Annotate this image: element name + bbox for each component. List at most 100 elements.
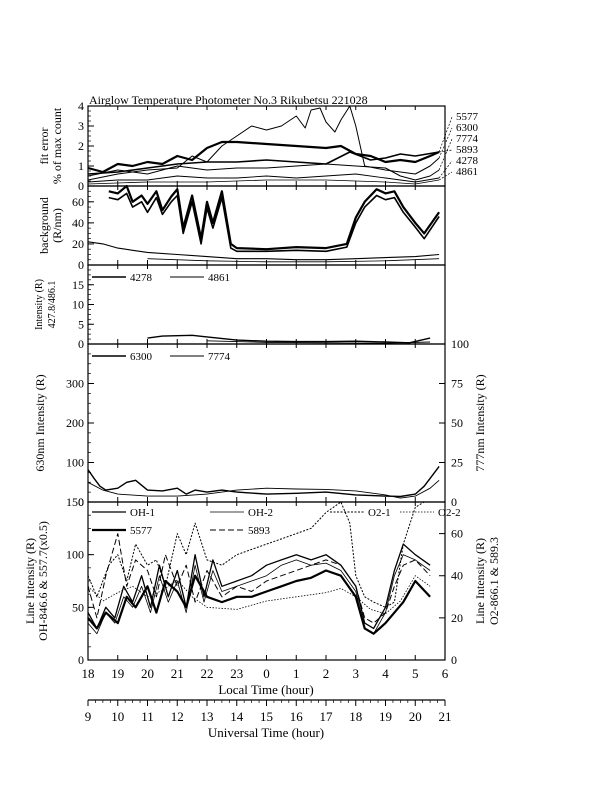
y-axis-label: fit error (37, 128, 51, 165)
local-tick-label: 21 (171, 666, 184, 681)
panel-background: 0 20 40 60 background (R/nm) (37, 184, 446, 272)
legend-label: O2-2 (438, 507, 461, 519)
series-4278 (87, 173, 440, 183)
series-end-label: 5893 (456, 144, 479, 156)
y-tick-label: 50 (72, 600, 84, 614)
panel-frame (87, 343, 446, 503)
panel-fit-error: 0 1 2 3 4 fit error% of max count 557763007774… (37, 99, 479, 193)
y-axis-label: Line Intensity (R) (23, 538, 37, 624)
series-6300 (87, 105, 440, 181)
ut-tick-label: 10 (111, 709, 124, 724)
y-tick-label: 10 (72, 298, 84, 312)
y-axis-label: Intensity (R) (34, 279, 45, 330)
legend-label: 6300 (130, 351, 153, 363)
series-end-label: 4278 (456, 155, 479, 167)
y-axis-label-right: O2-866.1 & 589.3 (487, 537, 501, 625)
ut-tick-label: 11 (141, 709, 154, 724)
y-tick-label: 100 (66, 456, 84, 470)
legend: 4278 4861 (92, 272, 230, 284)
ut-tick-label: 13 (201, 709, 214, 724)
series-bg-a (108, 184, 440, 251)
series-end-label: 6300 (456, 122, 479, 134)
y-axis-label: 427.8/486.1 (47, 281, 58, 329)
legend-label: OH-2 (248, 507, 273, 519)
ut-tick-label: 15 (260, 709, 273, 724)
y-tick-label: 20 (72, 237, 84, 251)
series-5577 (87, 569, 431, 635)
ut-tick-label: 19 (379, 709, 392, 724)
y-tick-label: 0 (78, 258, 84, 272)
ut-tick-label: 17 (320, 709, 334, 724)
legend-label: O2-1 (368, 507, 391, 519)
y-right-tick-label: 0 (451, 495, 457, 509)
y-right-tick-label: 40 (451, 569, 463, 583)
local-tick-label: 5 (412, 666, 419, 681)
legend-label: 4861 (208, 272, 230, 284)
y-tick-label: 2 (78, 139, 84, 153)
series-5577 (87, 140, 440, 174)
y-tick-label: 300 (66, 377, 84, 391)
y-right-tick-label: 0 (451, 653, 457, 667)
series-end-label: 4861 (456, 166, 478, 178)
series-bg-d (147, 258, 440, 263)
y-tick-label: 60 (72, 195, 84, 209)
series-7774 (87, 163, 440, 181)
y-right-tick-label: 50 (451, 416, 463, 430)
panel-630-777: 0 100 200 300 0 25 50 75 100 630nm Intensity (R) 7… (33, 337, 487, 509)
label-leader (438, 160, 453, 179)
y-tick-label: 40 (72, 216, 84, 230)
y-axis-label: background (37, 197, 51, 254)
series-5893 (87, 533, 431, 624)
y-tick-label: 0 (78, 337, 84, 351)
y-axis-label-right: 777nm Intensity (R) (473, 374, 487, 471)
y-tick-label: 5 (78, 317, 84, 331)
series-4861 (87, 179, 440, 185)
label-leader (438, 127, 453, 159)
series-5893 (87, 151, 440, 175)
series-7774 (87, 479, 440, 499)
legend-label: 5577 (130, 525, 153, 537)
series-o2-1 (87, 501, 431, 608)
y-right-tick-label: 75 (451, 377, 463, 391)
series-end-label: 7774 (456, 133, 479, 145)
legend: 6300 7774 (92, 351, 231, 363)
series-6300 (87, 465, 440, 498)
local-tick-label: 4 (382, 666, 389, 681)
local-tick-label: 19 (111, 666, 124, 681)
local-tick-label: 23 (230, 666, 243, 681)
local-tick-label: 18 (82, 666, 95, 681)
y-tick-label: 0 (78, 653, 84, 667)
y-tick-label: 200 (66, 416, 84, 430)
local-tick-label: 6 (442, 666, 449, 681)
panel-frame (87, 105, 446, 187)
label-leader (438, 171, 453, 181)
local-tick-label: 20 (141, 666, 154, 681)
y-axis-label: % of max count (50, 107, 64, 184)
ut-tick-label: 16 (290, 709, 304, 724)
label-leader (438, 116, 453, 153)
series-bg-c (87, 241, 440, 261)
ut-tick-label: 21 (439, 709, 452, 724)
y-tick-label: 4 (78, 99, 84, 113)
y-right-tick-label: 25 (451, 456, 463, 470)
ut-axis-label: Universal Time (hour) (208, 725, 324, 740)
label-leader (438, 149, 453, 153)
local-tick-label: 22 (201, 666, 214, 681)
legend-label: 7774 (208, 351, 231, 363)
y-tick-label: 0 (78, 495, 84, 509)
local-tick-label: 3 (353, 666, 360, 681)
series-4278 (147, 334, 431, 344)
series-4861 (206, 340, 431, 344)
ut-tick-label: 20 (409, 709, 422, 724)
y-right-tick-label: 60 (451, 527, 463, 541)
ut-tick-label: 18 (349, 709, 362, 724)
series-o2-2 (87, 575, 431, 615)
y-tick-label: 15 (72, 278, 84, 292)
y-axis-label-right: Line Intensity (R) (473, 538, 487, 624)
y-tick-label: 0 (78, 179, 84, 193)
y-tick-label: 3 (78, 119, 84, 133)
